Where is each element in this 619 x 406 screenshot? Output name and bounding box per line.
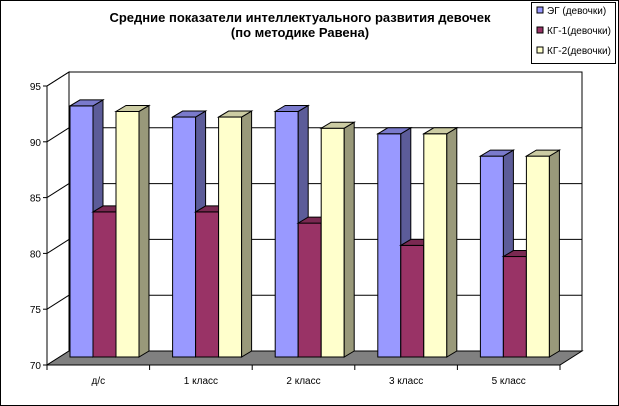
bar-side xyxy=(548,149,560,358)
x-tick-label: д/с xyxy=(91,376,105,387)
gridline xyxy=(46,127,70,143)
legend: ЭГ (девочки) КГ-1(девочки) КГ-2(девочки) xyxy=(531,2,616,64)
bar-front xyxy=(195,211,220,358)
bar-side xyxy=(446,126,458,358)
bar-top xyxy=(375,127,413,135)
legend-box xyxy=(531,2,616,64)
y-tick-label: 90 xyxy=(30,138,42,149)
bar-top xyxy=(114,104,151,112)
bar-top xyxy=(273,104,311,112)
legend-label: КГ-2(девочки) xyxy=(547,46,611,57)
bar-front xyxy=(218,116,243,358)
legend-swatch xyxy=(536,26,544,34)
bar-top xyxy=(68,99,105,107)
bar-top xyxy=(421,127,459,135)
y-tick-label: 85 xyxy=(30,194,42,205)
bar-top xyxy=(478,149,516,157)
bar-front xyxy=(172,116,197,358)
y-tick-label: 70 xyxy=(30,361,42,372)
x-tick-label: 1 класс xyxy=(184,376,218,387)
bar-top xyxy=(170,110,208,118)
bar xyxy=(216,110,254,358)
bar-front xyxy=(69,105,94,358)
bar-side xyxy=(138,104,150,358)
legend-swatch xyxy=(536,6,544,14)
y-tick-label: 80 xyxy=(30,249,42,260)
bar xyxy=(114,104,151,358)
bar-front xyxy=(297,222,322,358)
legend-label: КГ-1(девочки) xyxy=(547,26,611,37)
gridline xyxy=(46,238,70,254)
bar-front xyxy=(479,155,504,358)
bar-front xyxy=(320,127,345,358)
y-tick-label: 95 xyxy=(30,82,42,93)
bar xyxy=(524,149,562,358)
x-tick-label: 2 класс xyxy=(286,376,320,387)
bar xyxy=(421,126,459,358)
bars xyxy=(68,99,562,358)
bar-front xyxy=(115,110,140,358)
chart-title: Средние показатели интеллектуального раз… xyxy=(109,10,491,25)
bar xyxy=(319,121,357,358)
gridline xyxy=(46,183,70,199)
bar-top xyxy=(524,149,562,157)
side-wall xyxy=(46,71,70,366)
x-tick-label: 5 класс xyxy=(492,376,526,387)
bar-front xyxy=(502,256,527,358)
bar-front xyxy=(377,133,402,358)
bar-side xyxy=(241,110,253,358)
legend-label: ЭГ (девочки) xyxy=(547,6,606,17)
x-tick-label: 3 класс xyxy=(389,376,423,387)
legend-swatch xyxy=(536,46,544,54)
chart-subtitle: (по методике Равена) xyxy=(231,25,369,40)
gridline xyxy=(46,294,70,310)
bar-front xyxy=(400,244,425,358)
bar-side xyxy=(343,121,355,358)
bar-front xyxy=(274,110,299,358)
gridline xyxy=(46,71,70,87)
y-tick-label: 75 xyxy=(30,305,42,316)
bar-top xyxy=(216,110,254,118)
axes: 70 75 80 85 90 95 д/с 1 класс 2 класс 3 класс 5 кл… xyxy=(30,82,561,387)
bar-front xyxy=(423,133,448,358)
bar-top xyxy=(319,121,357,129)
bar-front xyxy=(92,211,117,358)
bar-front xyxy=(525,155,550,358)
